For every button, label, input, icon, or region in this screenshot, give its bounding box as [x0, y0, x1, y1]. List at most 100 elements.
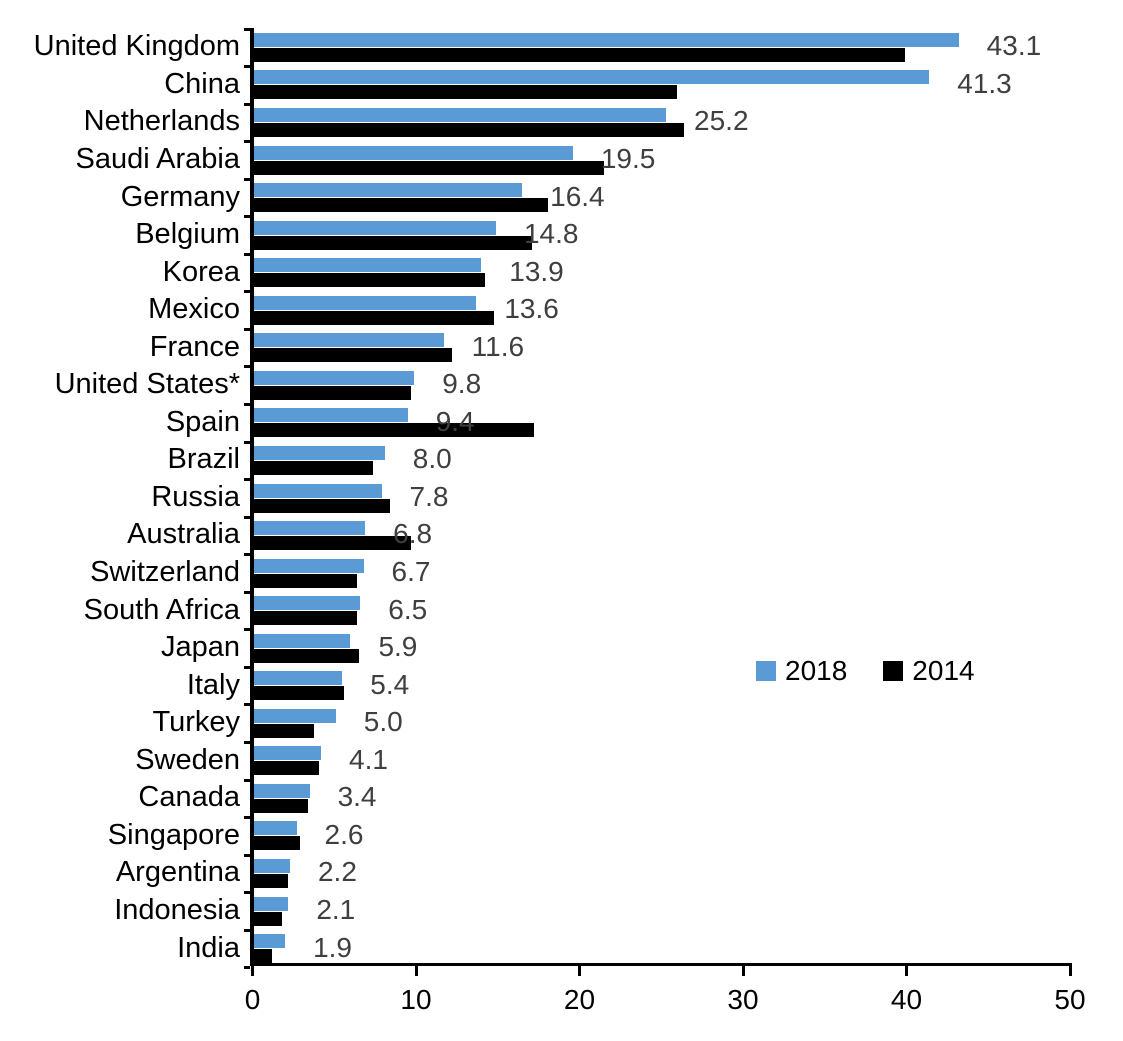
bar-2018	[254, 445, 385, 460]
value-label: 11.6	[471, 330, 525, 362]
category-label: Japan	[160, 631, 240, 664]
value-label: 43.1	[986, 30, 1042, 62]
bar-2014	[254, 573, 357, 588]
category-label: Switzerland	[90, 556, 240, 588]
category-label: France	[149, 330, 240, 363]
category-tick-mark	[244, 290, 250, 294]
category-tick-mark	[244, 628, 250, 632]
bar-2014	[254, 874, 289, 888]
legend-label-2014: 2014	[912, 655, 975, 686]
value-label: 13.9	[509, 255, 564, 287]
x-tick-label: 30	[727, 984, 759, 1015]
y-axis-line	[250, 28, 254, 966]
category-tick-mark	[244, 27, 250, 31]
category-tick-mark	[244, 553, 250, 557]
value-label: 41.3	[957, 67, 1012, 99]
category-tick-mark	[244, 65, 250, 69]
value-label: 2.6	[324, 818, 364, 850]
value-label: 8.0	[412, 443, 452, 475]
category-tick-mark	[244, 778, 250, 782]
value-label: 6.8	[393, 518, 433, 550]
bar-2014	[254, 723, 315, 738]
bar-2014	[254, 348, 452, 363]
category-tick-mark	[244, 665, 250, 669]
category-label: Brazil	[167, 443, 240, 476]
bar-2014	[254, 123, 684, 137]
category-label: United States*	[54, 368, 240, 401]
bar-2018	[254, 783, 310, 798]
category-label: Netherlands	[83, 105, 240, 138]
x-tick-mark	[1068, 966, 1072, 976]
bar-2014	[254, 836, 300, 851]
bar-2018	[254, 746, 322, 761]
bar-2014	[254, 85, 678, 100]
category-label: Australia	[127, 518, 240, 551]
bar-2014	[254, 648, 359, 663]
category-tick-mark	[244, 816, 250, 820]
bar-2014	[254, 536, 411, 551]
bar-2014	[254, 460, 374, 475]
x-tick-label: 20	[563, 984, 596, 1015]
value-label: 9.4	[435, 405, 475, 437]
bar-2018	[254, 671, 343, 686]
bar-2018	[254, 333, 444, 348]
value-label: 14.8	[523, 218, 579, 250]
bar-2018	[254, 521, 366, 536]
category-label: Sweden	[135, 743, 240, 776]
category-label: Russia	[151, 480, 240, 513]
category-label: United Kingdom	[33, 30, 240, 63]
legend: 2018 2014	[756, 657, 975, 685]
bar-2014	[254, 198, 549, 213]
bar-2018	[254, 370, 415, 385]
category-label: Italy	[186, 668, 240, 701]
category-label: Belgium	[135, 218, 240, 251]
bar-2018	[254, 70, 930, 85]
value-label: 7.8	[409, 480, 449, 512]
category-tick-mark	[244, 928, 250, 932]
bar-2018	[254, 408, 408, 423]
bar-2014	[254, 761, 320, 776]
legend-swatch-2018	[756, 661, 776, 681]
bar-2014	[254, 498, 390, 513]
value-label: 25.2	[694, 105, 749, 137]
bar-2018	[254, 934, 286, 949]
x-tick-mark	[414, 966, 418, 976]
bar-2014	[254, 423, 534, 438]
bar-2014	[254, 310, 495, 325]
value-label: 2.1	[316, 893, 356, 925]
category-tick-mark	[244, 440, 250, 444]
value-label: 5.9	[378, 631, 418, 663]
x-tick-label: 40	[890, 984, 923, 1015]
category-label: Canada	[138, 781, 240, 814]
value-label: 5.0	[363, 706, 403, 738]
bar-2018	[254, 558, 364, 573]
value-label: 9.8	[442, 368, 482, 400]
bar-2014	[254, 911, 282, 926]
category-label: South Africa	[83, 593, 240, 626]
category-label: India	[177, 931, 240, 964]
category-label: Saudi Arabia	[75, 142, 240, 175]
x-tick-mark	[578, 966, 581, 976]
bar-2018	[254, 295, 477, 310]
bar-2018	[254, 183, 523, 198]
category-tick-mark	[244, 478, 250, 482]
category-tick-mark	[244, 327, 250, 331]
bar-2018	[254, 32, 959, 47]
value-label: 13.6	[504, 293, 559, 325]
category-label: Korea	[162, 255, 240, 288]
x-tick-label: 50	[1054, 984, 1086, 1015]
category-label: Singapore	[107, 818, 240, 851]
value-label: 6.5	[388, 593, 428, 625]
category-tick-mark	[244, 177, 250, 181]
x-tick-label: 0	[244, 984, 261, 1015]
x-axis-line	[250, 963, 1072, 966]
bar-2018	[254, 896, 289, 911]
category-tick-mark	[244, 740, 250, 744]
category-tick-mark	[244, 703, 250, 707]
bar-2014	[254, 949, 272, 964]
bar-2018	[254, 108, 667, 122]
category-tick-mark	[244, 365, 250, 369]
category-label: China	[164, 67, 240, 100]
category-tick-mark	[244, 403, 250, 406]
